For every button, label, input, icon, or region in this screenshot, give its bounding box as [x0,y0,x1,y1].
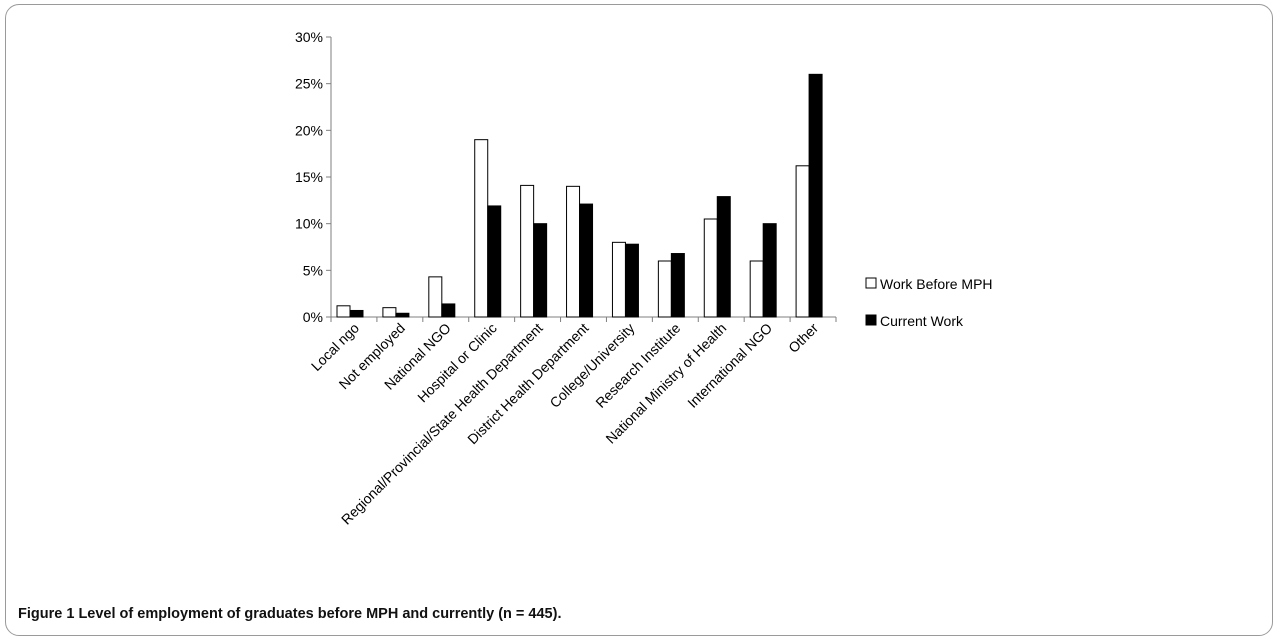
figure-caption: Figure 1 Level of employment of graduate… [18,606,561,622]
bar-work-before-mph [336,305,351,318]
bar-current-work [670,253,685,318]
bar-work-before-mph [428,276,443,318]
bar-current-work [762,223,777,318]
y-tick-label: 10% [295,216,323,232]
bar-current-work [716,196,731,318]
bar-work-before-mph [520,184,535,318]
y-tick-label: 15% [295,169,323,185]
figure-frame [5,4,1273,636]
bar-current-work [395,312,410,318]
bar-current-work [579,203,594,318]
bar-work-before-mph [611,241,626,318]
bar-work-before-mph [474,139,489,318]
bar-work-before-mph [795,165,810,318]
y-tick-label: 25% [295,76,323,92]
figure-caption-text: Level of employment of graduates before … [78,606,562,622]
bar-current-work [624,243,639,318]
bar-work-before-mph [657,260,672,318]
x-tick-label: College/University [546,320,637,411]
bar-current-work [533,223,548,318]
y-tick-label: 20% [295,122,323,138]
bar-current-work [441,303,456,318]
bar-current-work [349,309,364,318]
y-tick-label: 5% [303,262,323,278]
legend-swatch [865,314,877,326]
x-tick-label: Research Institute [592,320,683,411]
x-tick-label: Other [785,320,821,356]
figure-label: Figure 1 [18,606,75,622]
y-tick-label: 30% [295,29,323,45]
bar-work-before-mph [749,260,764,318]
x-tick-label: International NGO [684,320,775,411]
x-tick-label: Hospital or Clinic [414,320,500,406]
legend-label: Current Work [880,313,964,329]
y-tick-label: 0% [303,309,323,325]
bar-work-before-mph [566,185,581,318]
bar-current-work [808,73,823,318]
legend-label: Work Before MPH [880,276,993,292]
bar-current-work [487,205,502,318]
bar-work-before-mph [703,218,718,318]
legend-swatch [865,277,877,289]
bar-work-before-mph [382,307,397,318]
